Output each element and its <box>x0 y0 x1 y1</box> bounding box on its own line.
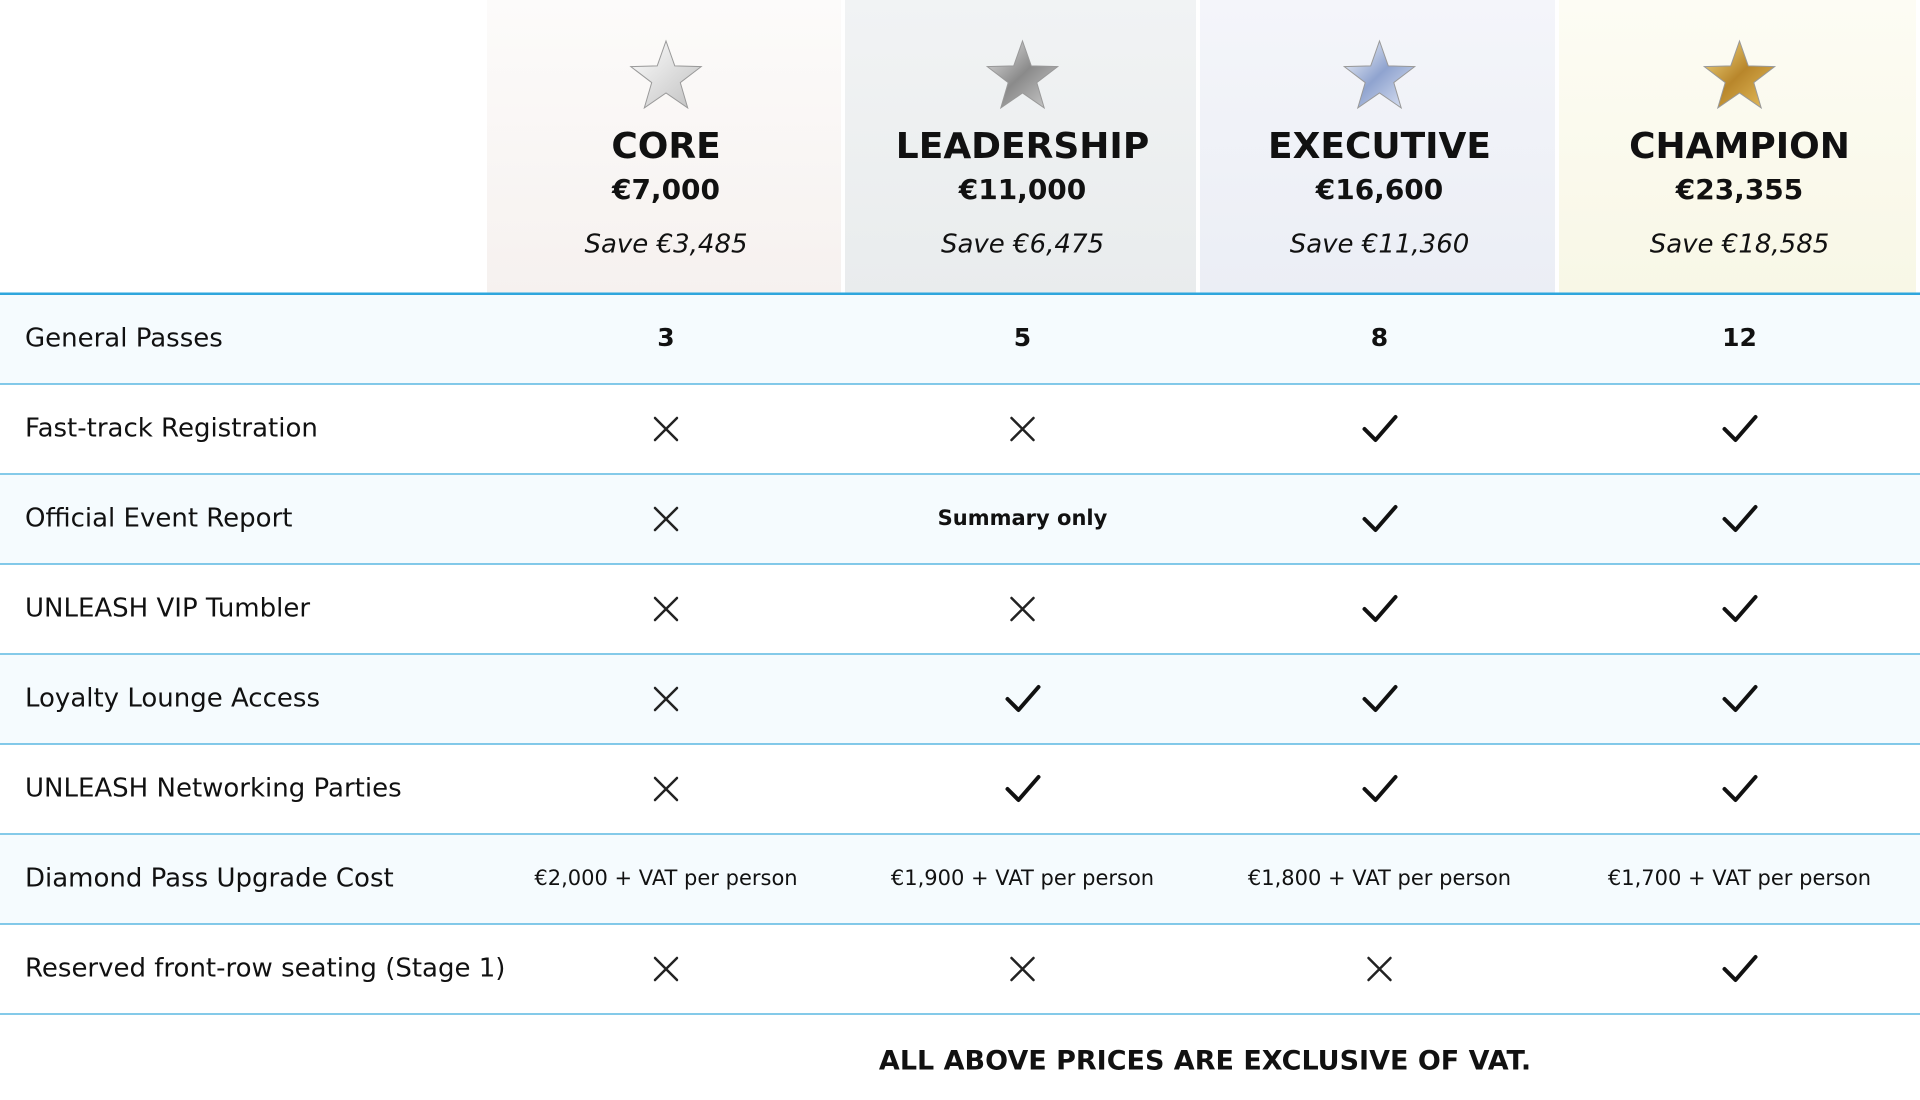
check-icon <box>1362 505 1398 532</box>
cross-icon <box>653 956 679 982</box>
cell-text: 12 <box>1722 323 1757 352</box>
cell-text: €1,900 + VAT per person <box>891 866 1154 890</box>
tier-name: EXECUTIVE <box>1268 126 1491 167</box>
tier-price: €11,000 <box>958 173 1087 206</box>
check-icon <box>1722 685 1758 712</box>
cross-icon <box>653 506 679 532</box>
footer-note: ALL ABOVE PRICES ARE EXCLUSIVE OF VAT. <box>879 1046 1531 1077</box>
tier-star <box>985 39 1060 110</box>
cross-icon <box>1010 596 1035 622</box>
cross-icon <box>653 596 679 622</box>
check-icon <box>1722 415 1758 442</box>
row-bg <box>0 835 1920 924</box>
tier-name: LEADERSHIP <box>896 126 1149 167</box>
check-icon <box>1722 955 1758 982</box>
cell-text: €1,800 + VAT per person <box>1248 866 1511 890</box>
row-label: Diamond Pass Upgrade Cost <box>25 864 394 894</box>
row-label: UNLEASH Networking Parties <box>25 774 402 804</box>
row-label: Loyalty Lounge Access <box>25 684 320 714</box>
cross-icon <box>1010 416 1035 442</box>
check-icon <box>1005 775 1041 802</box>
tier-save: Save €3,485 <box>584 230 747 260</box>
check-icon <box>1362 595 1398 622</box>
cell-text: 8 <box>1371 323 1388 352</box>
tier-name: CORE <box>611 126 720 167</box>
cross-icon <box>1010 956 1035 982</box>
row-bg <box>0 295 1920 384</box>
check-icon <box>1722 505 1758 532</box>
cell-text: Summary only <box>938 506 1108 530</box>
tier-star <box>1342 39 1417 110</box>
tier-star <box>629 39 703 110</box>
cross-icon <box>653 416 679 442</box>
row-label: Official Event Report <box>25 504 292 534</box>
check-icon <box>1362 775 1398 802</box>
row-bg <box>0 475 1920 564</box>
tier-price: €7,000 <box>611 173 720 206</box>
check-icon <box>1722 775 1758 802</box>
tier-name: CHAMPION <box>1629 126 1850 167</box>
cross-icon <box>1367 956 1392 982</box>
tier-price: €23,355 <box>1675 173 1804 206</box>
row-label: UNLEASH VIP Tumbler <box>25 594 310 624</box>
check-icon <box>1362 685 1398 712</box>
tier-save: Save €18,585 <box>1650 230 1830 260</box>
row-label: Reserved front-row seating (Stage 1) <box>25 954 505 984</box>
tier-star <box>1702 39 1777 110</box>
tier-price: €16,600 <box>1315 173 1444 206</box>
cell-text: €1,700 + VAT per person <box>1608 866 1871 890</box>
tier-save: Save €6,475 <box>941 230 1104 260</box>
row-label: Fast-track Registration <box>25 414 318 444</box>
row-label: General Passes <box>25 324 223 354</box>
cell-text: €2,000 + VAT per person <box>534 866 797 890</box>
cell-text: 3 <box>657 323 674 352</box>
cross-icon <box>653 776 679 802</box>
row-bg <box>0 655 1920 744</box>
check-icon <box>1005 685 1041 712</box>
cross-icon <box>653 686 679 712</box>
check-icon <box>1722 595 1758 622</box>
cell-text: 5 <box>1014 323 1031 352</box>
tier-save: Save €11,360 <box>1290 230 1470 260</box>
check-icon <box>1362 415 1398 442</box>
